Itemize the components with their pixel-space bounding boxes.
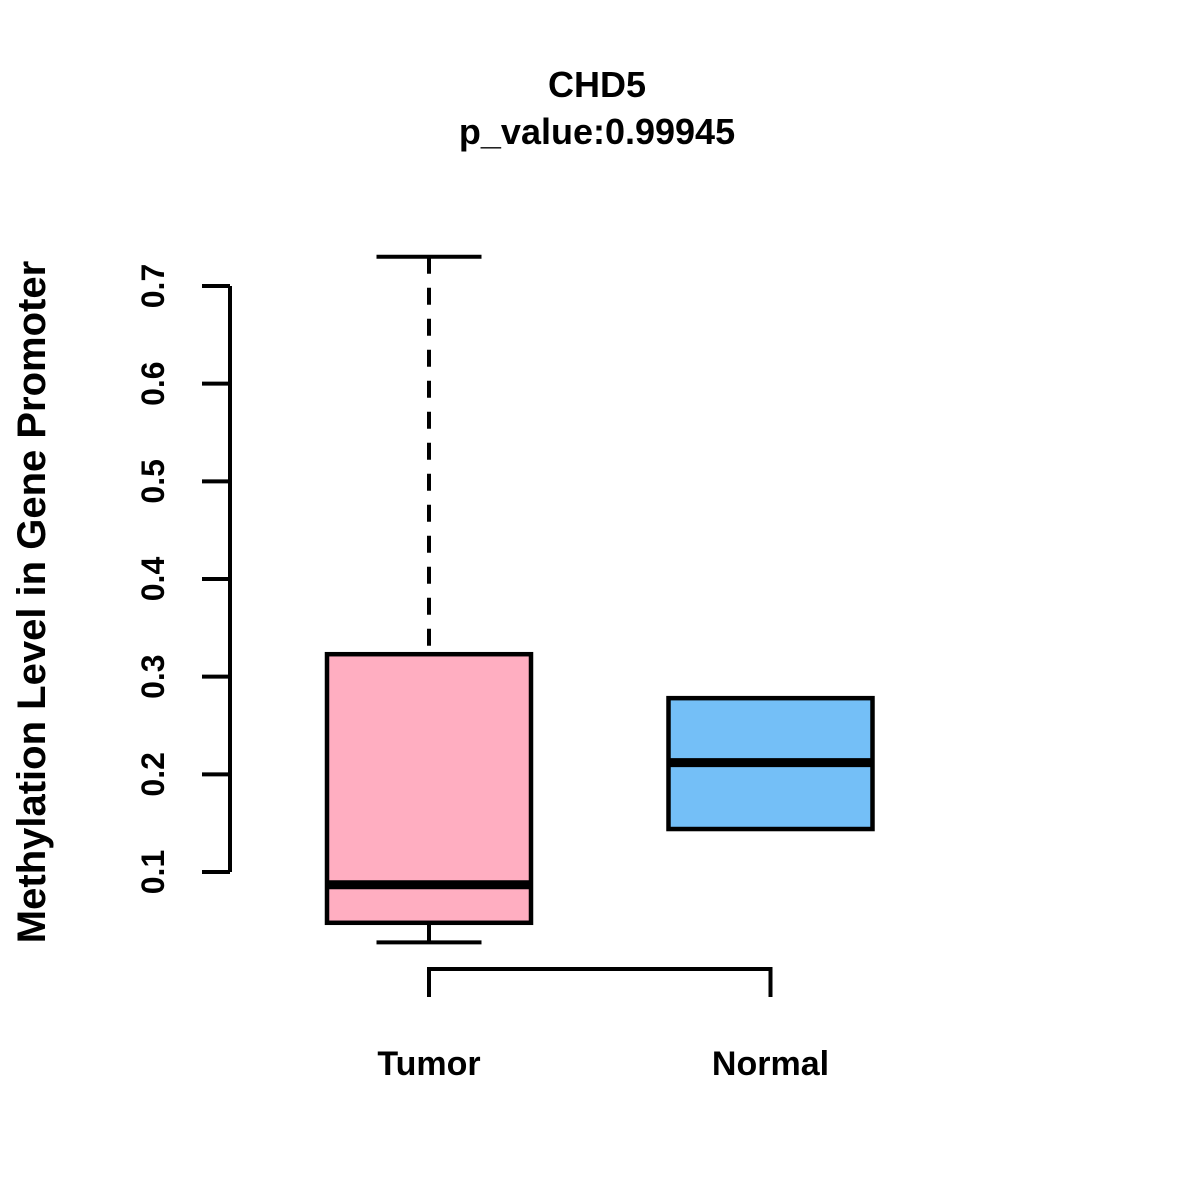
box-tumor — [324, 651, 534, 926]
y-tick-label: 0.3 — [135, 654, 171, 698]
y-tick-label: 0.5 — [135, 459, 171, 503]
chart-subtitle: p_value:0.99945 — [458, 111, 736, 152]
y-tick-label: 0.1 — [135, 850, 171, 894]
y-tick-label: 0.7 — [135, 264, 171, 308]
chart-title: CHD5 — [547, 64, 646, 105]
y-tick-label: 0.6 — [135, 361, 171, 405]
y-tick-label: 0.4 — [135, 557, 171, 602]
x-label-normal: Normal — [712, 1045, 829, 1083]
y-tick-label: 0.2 — [135, 752, 171, 796]
x-label-tumor: Tumor — [377, 1045, 480, 1083]
x-axis-line — [427, 967, 773, 997]
